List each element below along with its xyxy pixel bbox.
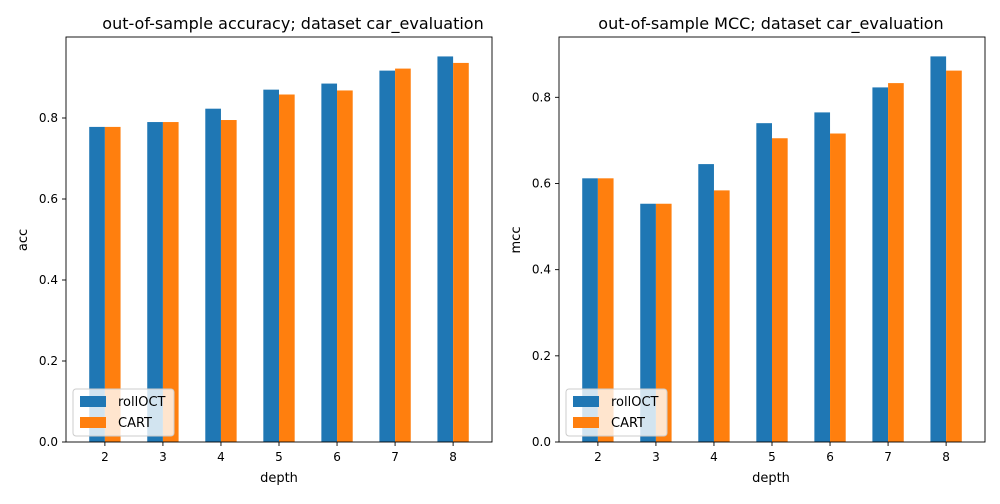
legend: rollOCT CART [565, 388, 668, 437]
bar-rolloct-depth-6 [321, 83, 338, 442]
bar-rolloct-depth-6 [814, 112, 831, 443]
bar-rolloct-depth-7 [379, 70, 396, 443]
legend: rollOCT CART [72, 388, 175, 437]
bar-cart-depth-5 [772, 138, 788, 442]
legend-label-cart: CART [611, 416, 645, 431]
x-tick-label: 3 [159, 450, 167, 464]
legend-swatch-rolloct [80, 396, 106, 407]
x-tick-label: 8 [942, 450, 950, 464]
x-axis-label: depth [752, 471, 790, 486]
bar-cart-depth-7 [395, 68, 411, 442]
chart-title: out-of-sample MCC; dataset car_evaluatio… [598, 14, 943, 34]
x-tick-label: 8 [449, 450, 457, 464]
y-tick-label: 0.6 [532, 176, 551, 190]
bar-cart-depth-3 [655, 203, 672, 442]
bar-rolloct-depth-8 [930, 56, 947, 442]
x-axis-label: depth [260, 471, 298, 486]
bar-cart-depth-5 [279, 94, 295, 442]
bar-cart-depth-6 [337, 90, 353, 443]
bar-cart-depth-4 [220, 120, 237, 443]
bar-rolloct-depth-4 [698, 164, 714, 442]
x-tick-label: 2 [594, 450, 602, 464]
y-tick-label: 0.8 [39, 111, 58, 125]
bar-cart-depth-4 [713, 190, 730, 442]
bar-rolloct-depth-3 [147, 122, 163, 443]
chart-title: out-of-sample accuracy; dataset car_eval… [102, 14, 483, 34]
legend-label-cart: CART [118, 416, 152, 431]
x-tick-label: 7 [391, 450, 399, 464]
y-tick-label: 0.4 [39, 273, 58, 287]
y-tick-label: 0.0 [39, 435, 58, 449]
x-tick-label: 7 [884, 450, 892, 464]
bar-rolloct-depth-4 [205, 108, 221, 442]
y-tick-label: 0.8 [532, 90, 551, 104]
bar-cart-depth-6 [830, 133, 846, 442]
y-tick-label: 0.0 [532, 435, 551, 449]
bar-cart-depth-8 [453, 62, 469, 443]
x-tick-label: 2 [101, 450, 109, 464]
x-tick-label: 4 [217, 450, 225, 464]
bar-cart-depth-8 [946, 70, 962, 443]
legend-swatch-cart [80, 417, 106, 428]
x-tick-label: 5 [275, 450, 283, 464]
bar-rolloct-depth-3 [640, 203, 656, 442]
y-axis-label: acc [16, 229, 31, 251]
bar-cart-depth-7 [888, 83, 904, 442]
x-tick-label: 6 [333, 450, 341, 464]
bar-cart-depth-3 [162, 122, 179, 443]
x-tick-label: 5 [768, 450, 776, 464]
bar-rolloct-depth-5 [263, 89, 279, 443]
y-tick-label: 0.2 [39, 354, 58, 368]
bar-cart-depth-2 [597, 178, 614, 442]
bar-rolloct-depth-2 [89, 126, 105, 442]
bar-rolloct-depth-8 [437, 56, 454, 442]
accuracy-chart: out-of-sample accuracy; dataset car_eval… [16, 14, 493, 486]
legend-swatch-rolloct [573, 396, 599, 407]
x-tick-label: 6 [826, 450, 834, 464]
legend-label-rolloct: rollOCT [118, 395, 166, 410]
y-axis-label: mcc [509, 227, 524, 254]
bar-rolloct-depth-7 [872, 87, 889, 442]
x-tick-label: 4 [710, 450, 718, 464]
x-tick-label: 3 [652, 450, 660, 464]
y-tick-label: 0.2 [532, 349, 551, 363]
bar-rolloct-depth-2 [582, 178, 598, 442]
y-tick-label: 0.6 [39, 192, 58, 206]
bar-cart-depth-2 [104, 126, 121, 442]
legend-label-rolloct: rollOCT [611, 395, 659, 410]
mcc-chart: out-of-sample MCC; dataset car_evaluatio… [509, 14, 986, 486]
legend-swatch-cart [573, 417, 599, 428]
y-tick-label: 0.4 [532, 263, 551, 277]
bar-rolloct-depth-5 [756, 123, 772, 443]
